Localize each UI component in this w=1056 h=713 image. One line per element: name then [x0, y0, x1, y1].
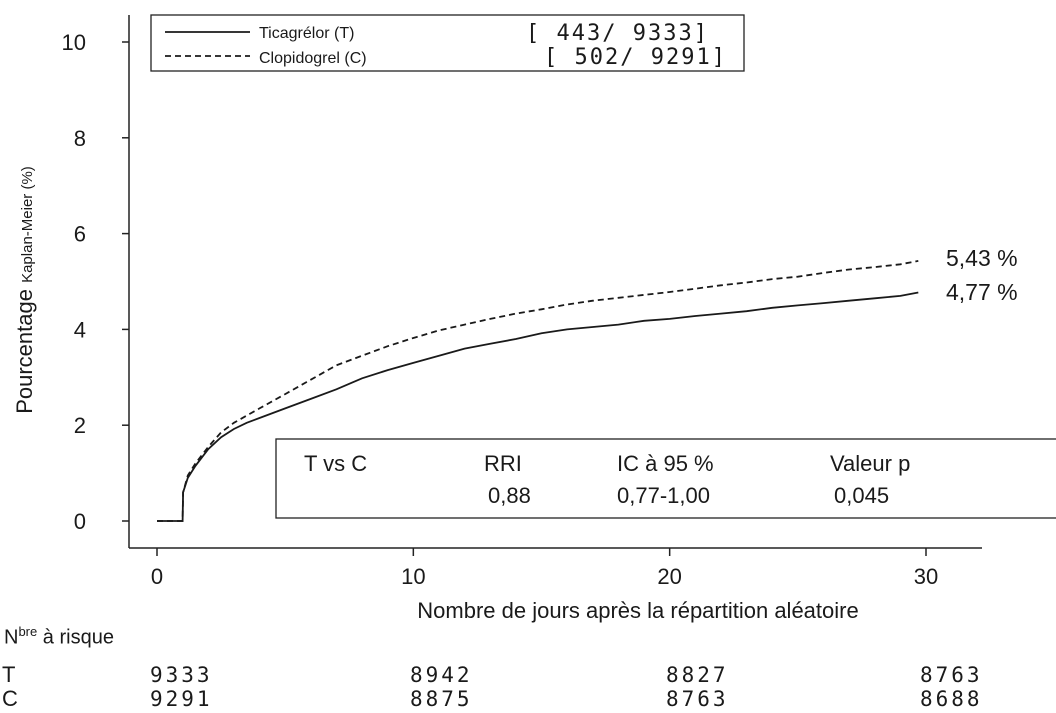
stats-value-ci: 0,77-1,00 — [617, 483, 710, 508]
legend: Ticagrélor (T) Clopidogrel (C) [ 443/ 93… — [150, 14, 745, 72]
risk-value: 8942 — [410, 663, 473, 687]
x-tick-label: 0 — [151, 564, 163, 589]
x-tick-label: 10 — [401, 564, 425, 589]
legend-box — [150, 14, 745, 72]
x-ticks: 0 10 20 30 — [151, 548, 938, 589]
legend-count-clopidogrel: [ 502/ 9291] — [544, 45, 727, 70]
x-tick-label: 20 — [657, 564, 681, 589]
risk-value: 8875 — [410, 687, 473, 711]
end-label-ticagrelor: 4,77 % — [946, 279, 1018, 305]
end-label-clopidogrel: 5,43 % — [946, 245, 1018, 271]
stats-box: T vs C RRI IC à 95 % Valeur p 0,88 0,77-… — [275, 438, 1056, 519]
series-line-clopidogrel — [157, 260, 919, 522]
risk-value: 8688 — [920, 687, 983, 711]
y-tick-label: 10 — [62, 30, 86, 55]
risk-value: 8763 — [920, 663, 983, 687]
x-axis-label: Nombre de jours après la répartition alé… — [417, 598, 858, 623]
kaplan-meier-chart: 0 2 4 6 8 10 0 10 20 30 Pourcentage Kaplan-Meier… — [12, 14, 1056, 623]
legend-count-ticagrelor: [ 443/ 9333] — [526, 21, 709, 46]
stats-value-rri: 0,88 — [488, 483, 531, 508]
risk-value: 8763 — [666, 687, 729, 711]
y-tick-label: 8 — [74, 126, 86, 151]
stats-header-ci: IC à 95 % — [617, 451, 714, 476]
risk-table-title: Nbre à risque — [4, 624, 114, 649]
y-tick-label: 4 — [74, 317, 86, 342]
risk-value: 8827 — [666, 663, 729, 687]
y-tick-label: 0 — [74, 509, 86, 534]
stats-header-pvalue: Valeur p — [830, 451, 910, 476]
series-line-ticagrelor — [157, 291, 919, 522]
legend-label-ticagrelor: Ticagrélor (T) — [259, 25, 354, 42]
risk-value: 9291 — [150, 687, 213, 711]
y-ticks: 0 2 4 6 8 10 — [62, 30, 129, 534]
legend-label-clopidogrel: Clopidogrel (C) — [259, 50, 367, 67]
risk-value: 9333 — [150, 663, 213, 687]
risk-row-label-t: T — [2, 662, 16, 687]
x-tick-label: 30 — [914, 564, 938, 589]
y-axis-label: Pourcentage Kaplan-Meier (%) — [12, 166, 37, 414]
stats-box-frame — [275, 438, 1056, 519]
y-tick-label: 2 — [74, 413, 86, 438]
risk-row-label-c: C — [2, 686, 18, 711]
stats-header-comparison: T vs C — [304, 451, 367, 476]
stats-value-pvalue: 0,045 — [834, 483, 889, 508]
y-tick-label: 6 — [74, 222, 86, 247]
stats-header-rri: RRI — [484, 451, 522, 476]
